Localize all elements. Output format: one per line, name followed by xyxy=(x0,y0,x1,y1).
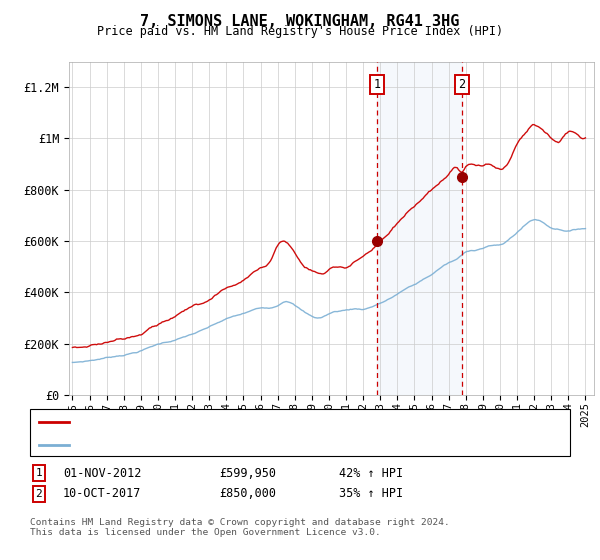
Text: 2: 2 xyxy=(458,78,466,91)
Text: £599,950: £599,950 xyxy=(219,466,276,480)
Text: 7, SIMONS LANE, WOKINGHAM, RG41 3HG (detached house): 7, SIMONS LANE, WOKINGHAM, RG41 3HG (det… xyxy=(75,417,413,427)
Text: 1: 1 xyxy=(35,468,43,478)
Text: £850,000: £850,000 xyxy=(219,487,276,501)
Text: Contains HM Land Registry data © Crown copyright and database right 2024.
This d: Contains HM Land Registry data © Crown c… xyxy=(30,518,450,538)
Text: 2: 2 xyxy=(35,489,43,499)
Bar xyxy=(377,62,462,395)
Text: Price paid vs. HM Land Registry's House Price Index (HPI): Price paid vs. HM Land Registry's House … xyxy=(97,25,503,38)
Text: 1: 1 xyxy=(374,78,381,91)
Text: 35% ↑ HPI: 35% ↑ HPI xyxy=(339,487,403,501)
Text: 42% ↑ HPI: 42% ↑ HPI xyxy=(339,466,403,480)
Text: HPI: Average price, detached house, Wokingham: HPI: Average price, detached house, Woki… xyxy=(75,440,367,450)
Text: 7, SIMONS LANE, WOKINGHAM, RG41 3HG: 7, SIMONS LANE, WOKINGHAM, RG41 3HG xyxy=(140,14,460,29)
Text: 10-OCT-2017: 10-OCT-2017 xyxy=(63,487,142,501)
Text: 01-NOV-2012: 01-NOV-2012 xyxy=(63,466,142,480)
